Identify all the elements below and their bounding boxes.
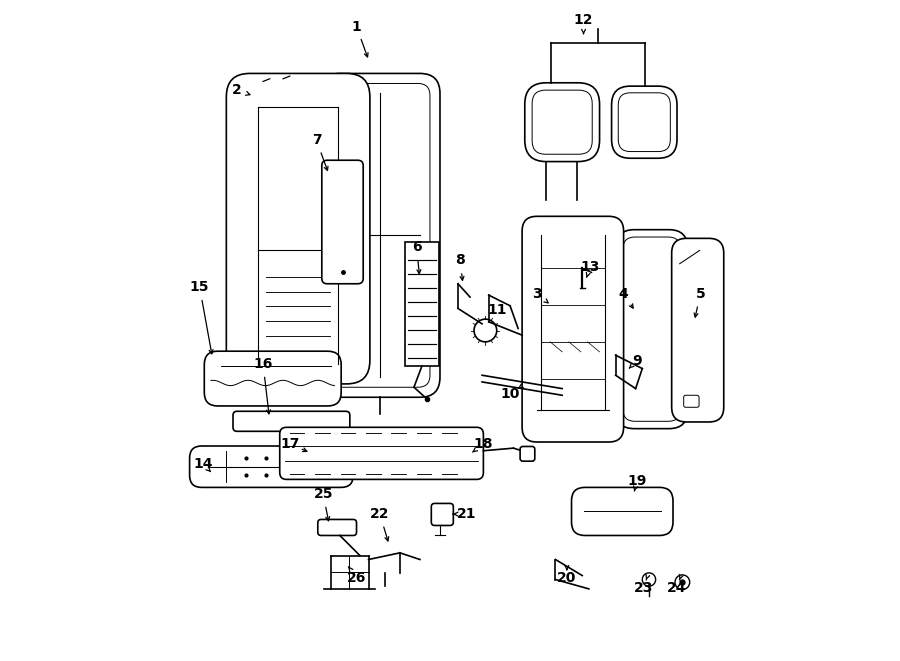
Text: 16: 16 (254, 357, 273, 371)
Text: 26: 26 (346, 570, 366, 584)
FancyBboxPatch shape (522, 216, 624, 442)
Bar (405, 243, 439, 366)
FancyBboxPatch shape (671, 239, 724, 422)
Text: 18: 18 (473, 437, 493, 451)
FancyBboxPatch shape (190, 446, 353, 487)
FancyBboxPatch shape (233, 411, 350, 432)
Text: 1: 1 (352, 20, 362, 34)
Text: 3: 3 (532, 287, 542, 301)
Text: 11: 11 (487, 303, 507, 317)
Text: 22: 22 (370, 507, 390, 521)
Text: 20: 20 (557, 570, 577, 584)
FancyBboxPatch shape (612, 86, 677, 158)
Text: 7: 7 (311, 134, 321, 147)
Text: 24: 24 (667, 580, 687, 594)
FancyBboxPatch shape (572, 487, 673, 535)
FancyBboxPatch shape (318, 520, 356, 535)
FancyBboxPatch shape (431, 504, 454, 525)
Text: 21: 21 (457, 507, 476, 521)
Text: 8: 8 (455, 253, 465, 268)
FancyBboxPatch shape (520, 446, 535, 461)
Text: 4: 4 (618, 287, 628, 301)
FancyBboxPatch shape (226, 73, 370, 384)
Text: 17: 17 (280, 437, 300, 451)
FancyBboxPatch shape (322, 160, 364, 284)
Text: 5: 5 (696, 287, 706, 301)
FancyBboxPatch shape (525, 83, 599, 161)
Text: 12: 12 (574, 13, 593, 27)
FancyBboxPatch shape (280, 427, 483, 479)
Text: 15: 15 (190, 280, 210, 294)
Text: 19: 19 (627, 474, 646, 488)
Text: 23: 23 (634, 580, 653, 594)
FancyBboxPatch shape (616, 229, 688, 428)
Text: 6: 6 (412, 240, 421, 254)
Text: 14: 14 (194, 457, 212, 471)
Text: 13: 13 (580, 260, 600, 274)
FancyBboxPatch shape (204, 351, 341, 406)
Text: 2: 2 (231, 83, 241, 97)
Text: 25: 25 (313, 487, 333, 501)
FancyBboxPatch shape (320, 73, 440, 397)
Text: 9: 9 (632, 354, 642, 368)
Text: 10: 10 (500, 387, 520, 401)
